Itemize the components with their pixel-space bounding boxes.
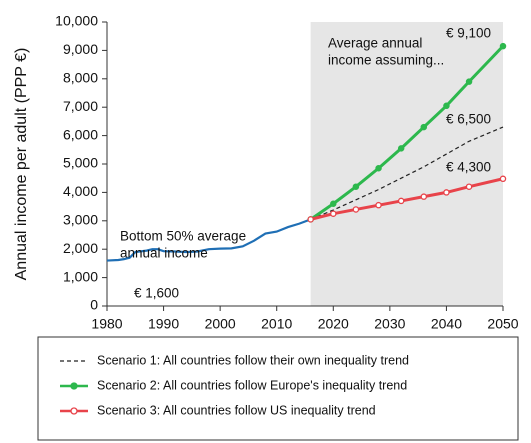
y-tick-label: 2,000: [63, 240, 98, 256]
series-line: [310, 126, 504, 220]
series-marker: [499, 42, 507, 50]
y-axis-label: Annual income per adult (PPP €): [13, 48, 30, 281]
series-marker: [375, 201, 382, 209]
y-tick-label: 10,000: [55, 13, 98, 29]
annotation: € 9,100: [446, 26, 491, 41]
legend-marker: [70, 407, 78, 415]
y-tick-label: 1,000: [63, 268, 98, 284]
y-tick-label: 4,000: [63, 183, 98, 199]
series-marker: [465, 78, 473, 85]
x-tick-label: 2030: [374, 316, 405, 332]
legend-marker: [70, 382, 78, 390]
annotation: € 6,500: [446, 112, 491, 127]
annotation: € 4,300: [446, 160, 491, 175]
series-marker: [375, 165, 382, 172]
legend-label: Scenario 2: All countries follow Europe'…: [97, 378, 407, 392]
x-tick-label: 1980: [91, 316, 122, 332]
x-tick-label: 2040: [431, 316, 462, 332]
annotation: annual income: [120, 246, 208, 261]
y-tick-label: 6,000: [63, 126, 98, 142]
annotation: income assuming...: [328, 53, 444, 68]
series-marker: [465, 183, 473, 190]
y-tick-label: 3,000: [63, 212, 98, 228]
series-marker: [330, 200, 337, 208]
series-marker: [307, 216, 314, 223]
series-marker: [443, 189, 450, 196]
y-tick-label: 9,000: [63, 41, 98, 57]
legend-label: Scenario 1: All countries follow their o…: [97, 353, 409, 367]
series-marker: [420, 123, 428, 131]
series-marker: [420, 193, 428, 200]
y-tick-label: 5,000: [63, 155, 98, 171]
annotation: € 1,600: [134, 286, 179, 301]
y-tick-label: 8,000: [63, 70, 98, 86]
series-marker: [352, 206, 360, 213]
series-marker: [499, 175, 507, 183]
annotation: Average annual: [328, 36, 422, 51]
series-marker: [443, 102, 450, 110]
series-marker: [352, 183, 360, 190]
x-tick-label: 1990: [148, 316, 179, 332]
legend-label: Scenario 3: All countries follow US ineq…: [97, 403, 376, 417]
y-tick-label: 7,000: [63, 98, 98, 114]
series-marker: [397, 145, 405, 152]
x-tick-label: 2050: [487, 316, 518, 332]
x-tick-label: 2020: [318, 316, 349, 332]
series-marker: [397, 197, 405, 205]
annotation: Bottom 50% average: [120, 229, 246, 244]
x-tick-label: 2010: [261, 316, 292, 332]
y-tick-label: 0: [90, 297, 98, 313]
series-line: [106, 218, 312, 262]
projection-shade: [310, 22, 503, 306]
x-tick-label: 2000: [205, 316, 236, 332]
series-marker: [330, 210, 337, 217]
legend-box: [37, 336, 519, 441]
